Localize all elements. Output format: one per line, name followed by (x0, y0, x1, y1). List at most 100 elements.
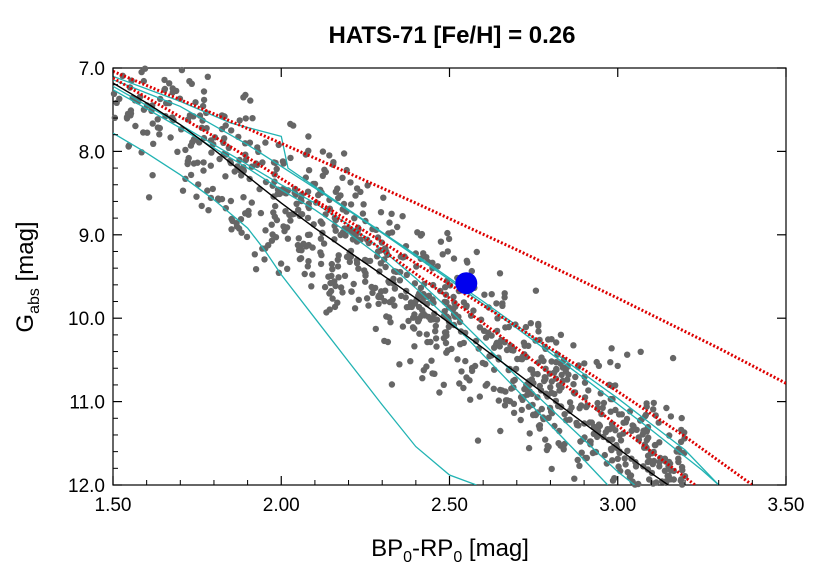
field-star-point (337, 192, 344, 199)
field-star-point (476, 393, 483, 400)
field-star-point (587, 441, 594, 448)
y-axis-ticks: 7.0 8.0 9.0 10.0 11.0 12.0 (68, 59, 786, 497)
field-star-point (626, 473, 634, 480)
field-star-point (332, 282, 339, 290)
field-star-point (156, 124, 163, 132)
field-star-point (441, 298, 448, 306)
field-star-point (154, 116, 161, 123)
field-star-point (382, 263, 389, 271)
field-star-point (305, 258, 312, 265)
field-star-point (116, 95, 123, 103)
field-star-point (460, 299, 468, 306)
field-star-point (347, 227, 355, 234)
field-star-point (414, 318, 422, 325)
field-star-point (645, 434, 652, 441)
field-star-point (222, 122, 229, 129)
field-star-point (295, 246, 303, 254)
field-star-point (375, 300, 382, 307)
field-star-point (530, 370, 537, 377)
field-star-point (415, 303, 423, 311)
field-star-point (228, 226, 235, 233)
x-tick-label: 3.50 (768, 495, 805, 516)
field-star-point (498, 387, 506, 394)
field-star-point (622, 419, 629, 426)
field-star-point (538, 405, 545, 413)
field-star-point (295, 206, 302, 213)
field-star-point (317, 235, 325, 242)
field-star-point (670, 476, 677, 483)
field-star-point (428, 357, 435, 364)
field-star-point (347, 201, 355, 208)
field-star-point (432, 328, 439, 335)
field-star-point (646, 476, 653, 483)
field-star-point (643, 427, 651, 434)
field-star-point (678, 463, 686, 471)
field-star-point (460, 339, 467, 347)
field-star-point (524, 391, 531, 398)
field-star-point (279, 158, 287, 165)
field-star-point (481, 291, 488, 298)
field-star-point (669, 354, 677, 362)
field-star-point (391, 285, 399, 292)
field-star-point (268, 221, 275, 228)
field-star-point (411, 280, 419, 287)
field-star-point (348, 288, 355, 295)
field-star-point (377, 209, 385, 216)
field-star-point (681, 429, 688, 436)
field-star-point (384, 338, 392, 346)
field-star-point (535, 359, 542, 366)
field-star-point (445, 235, 453, 243)
field-star-point (551, 390, 558, 398)
field-star-point (185, 154, 192, 162)
y-tick-label: 8.0 (79, 142, 105, 163)
field-star-point (249, 115, 256, 122)
field-star-point (633, 426, 640, 433)
field-star-point (678, 481, 686, 488)
field-star-point (475, 345, 482, 352)
field-star-point (678, 476, 685, 483)
field-star-point (396, 277, 404, 284)
field-star-point (482, 334, 490, 341)
field-star-point (433, 343, 440, 350)
field-star-point (322, 168, 329, 176)
field-star-point (472, 337, 480, 345)
field-star-point (510, 377, 517, 385)
field-star-point (387, 319, 394, 326)
field-star-point (448, 345, 455, 353)
field-star-point (272, 234, 280, 241)
field-star-point (540, 415, 547, 423)
field-star-point (366, 257, 374, 265)
field-star-point (631, 481, 639, 488)
field-star-point (637, 348, 644, 355)
field-star-point (229, 217, 236, 225)
field-star-point (207, 162, 214, 169)
field-star-point (570, 342, 577, 349)
field-star-point (466, 377, 473, 384)
field-star-point (496, 270, 504, 277)
field-star-point (629, 422, 636, 429)
field-star-point (327, 287, 335, 295)
red-dotted-inner (314, 200, 697, 485)
field-star-point (572, 373, 579, 381)
field-star-point (300, 240, 307, 247)
chart-title: HATS-71 [Fe/H] = 0.26 (329, 22, 576, 49)
field-star-point (471, 362, 479, 370)
field-star-point (200, 167, 207, 174)
field-star-point (396, 361, 403, 368)
field-star-point (377, 247, 384, 254)
field-star-point (427, 338, 434, 346)
field-star-point (491, 344, 498, 351)
field-star-point (262, 227, 269, 234)
field-star-point (305, 147, 312, 154)
field-star-point (456, 318, 464, 326)
field-star-point (535, 328, 542, 335)
field-star-point (328, 260, 335, 268)
field-star-point (423, 331, 430, 338)
field-star-point (216, 155, 223, 163)
field-star-point (293, 200, 300, 207)
field-star-point (544, 442, 551, 450)
field-star-point (581, 360, 588, 367)
field-star-point (468, 367, 476, 375)
field-star-point (612, 406, 619, 414)
